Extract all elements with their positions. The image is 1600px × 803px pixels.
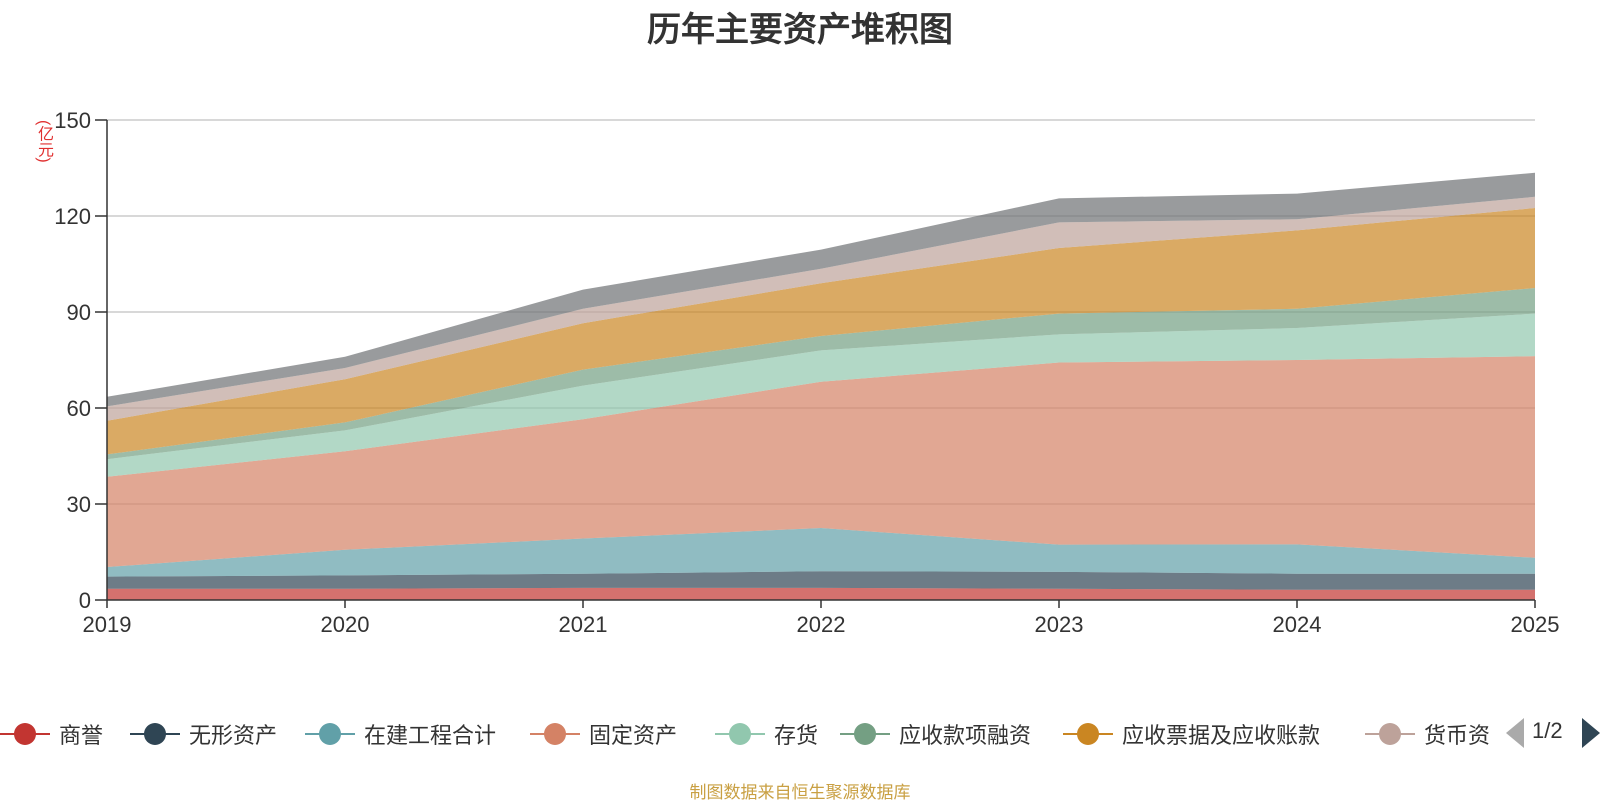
x-tick-label: 2025 <box>1511 612 1560 637</box>
y-tick-label: 120 <box>54 204 91 229</box>
area-series-layer <box>107 172 1535 600</box>
legend-marker-icon <box>530 716 580 752</box>
legend-marker-icon <box>130 716 180 752</box>
legend-label: 商誉 <box>59 723 104 748</box>
legend-marker-icon <box>715 716 765 752</box>
legend-label: 在建工程合计 <box>364 723 497 748</box>
area-series-5[interactable] <box>107 313 1535 477</box>
legend-item-2[interactable]: 无形资产 <box>130 716 277 752</box>
legend-label: 固定资产 <box>589 723 678 748</box>
legend-item-8[interactable]: 货币资 <box>1365 716 1490 752</box>
legend-marker-icon <box>0 716 50 752</box>
area-series-7[interactable] <box>107 208 1535 455</box>
y-tick-label: 90 <box>67 300 91 325</box>
area-series-1[interactable] <box>107 587 1535 600</box>
legend-item-7[interactable]: 应收票据及应收账款 <box>1063 716 1320 752</box>
legend-prev-page-icon[interactable] <box>1506 718 1524 748</box>
legend-marker-icon <box>305 716 355 752</box>
x-tick-label: 2024 <box>1273 612 1322 637</box>
legend-next-page-icon[interactable] <box>1582 718 1600 748</box>
data-source-note: 制图数据来自恒生聚源数据库 <box>689 783 911 802</box>
legend-label: 无形资产 <box>189 723 278 748</box>
legend-label: 应收款项融资 <box>899 723 1032 748</box>
area-series-2[interactable] <box>107 571 1535 590</box>
y-tick-label: 0 <box>79 588 91 613</box>
legend-item-4[interactable]: 固定资产 <box>530 716 677 752</box>
x-tick-label: 2023 <box>1035 612 1084 637</box>
area-series-8[interactable] <box>107 196 1535 421</box>
y-tick-label: 30 <box>67 492 91 517</box>
legend-item-3[interactable]: 在建工程合计 <box>305 716 496 752</box>
legend-item-5[interactable]: 存货 <box>715 716 818 752</box>
legend-label: 货币资 <box>1424 723 1490 748</box>
area-series-3[interactable] <box>107 528 1535 577</box>
legend-marker-icon <box>1365 716 1415 752</box>
legend-label: 存货 <box>774 723 819 748</box>
y-tick-label: 150 <box>54 108 91 133</box>
legend-marker-icon <box>840 716 890 752</box>
legend-item-6[interactable]: 应收款项融资 <box>840 716 1031 752</box>
x-tick-label: 2021 <box>559 612 608 637</box>
legend-marker-icon <box>1063 716 1113 752</box>
x-tick-label: 2022 <box>797 612 846 637</box>
legend-item-1[interactable]: 商誉 <box>0 716 103 752</box>
y-axis-unit-label: (亿元) <box>35 120 52 163</box>
area-series-6[interactable] <box>107 288 1535 460</box>
legend-page-indicator: 1/2 <box>1532 718 1563 743</box>
axes: 0 30 60 90 120 150 2019 2020 2021 2022 2023 2024 202… <box>54 108 1559 637</box>
area-series-4[interactable] <box>107 356 1535 568</box>
chart-title: 历年主要资产堆积图 <box>647 11 953 49</box>
x-tick-label: 2020 <box>321 612 370 637</box>
legend-label: 应收票据及应收账款 <box>1122 723 1321 748</box>
x-tick-label: 2019 <box>83 612 132 637</box>
area-series-9[interactable] <box>107 172 1535 407</box>
y-tick-label: 60 <box>67 396 91 421</box>
chart-legend: 商誉 无形资产 在建工程合计 固定资产 存货 应收款项融资 应收票据及应收账款 货币资 <box>0 716 1490 752</box>
